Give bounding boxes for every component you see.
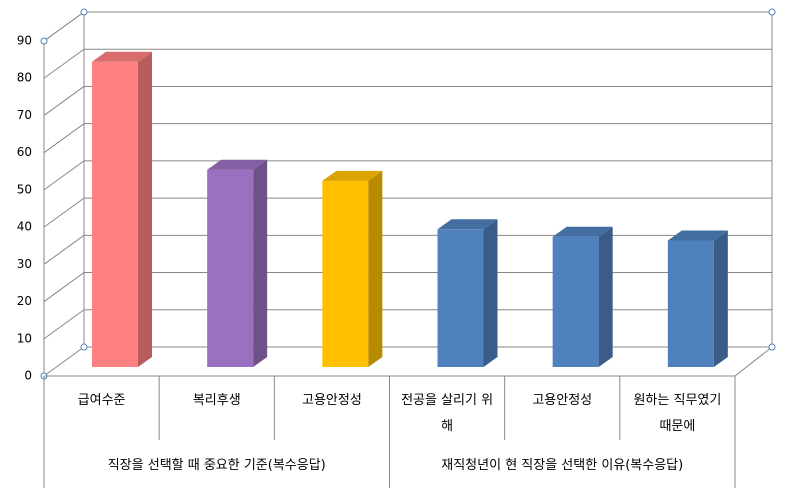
y-tick-label: 30 [17, 257, 32, 271]
group-label: 직장을 선택할 때 중요한 기준(복수응답) [107, 458, 326, 473]
bar-side [598, 226, 613, 367]
bar-side [138, 51, 152, 368]
corner-marker [80, 343, 88, 351]
y-tick-label: 50 [17, 182, 32, 196]
x-tick-label: 복리후생 [192, 393, 241, 408]
y-tick-label: 80 [17, 71, 32, 85]
corner-marker [40, 37, 48, 45]
group-label: 재직청년이 현 직장을 선택한 이유(복수응답) [441, 458, 684, 473]
bar-top [437, 219, 498, 230]
grid-line [43, 234, 85, 265]
bar-side [368, 170, 383, 367]
grid-line [43, 48, 85, 79]
bar-top [552, 226, 613, 237]
y-tick-label: 70 [17, 108, 32, 122]
bar [92, 61, 138, 368]
grid-line [43, 346, 85, 377]
bar [322, 180, 369, 367]
bar [667, 240, 714, 367]
bar-side [483, 219, 498, 367]
grid-line [43, 123, 85, 154]
bar [552, 236, 599, 367]
bar-top [207, 159, 268, 170]
x-tick-label: 원하는 직무였기 때문에 [633, 393, 722, 434]
y-tick-label: 20 [17, 294, 32, 308]
corner-marker [768, 343, 776, 351]
corner-marker [80, 8, 88, 16]
grid-line [43, 309, 85, 340]
bar-top [322, 170, 383, 181]
grid-line [43, 11, 85, 42]
corner-marker [768, 8, 776, 16]
x-tick-label: 고용안정성 [532, 393, 593, 408]
bar-side [253, 159, 268, 367]
y-tick-label: 0 [24, 369, 32, 383]
bar-side [713, 230, 728, 367]
x-tick-label: 전공을 살리기 위해 [401, 393, 494, 434]
grid-line [43, 86, 85, 116]
y-tick-label: 40 [17, 220, 32, 234]
bar-top [92, 51, 152, 62]
y-tick-label: 60 [17, 145, 32, 159]
y-tick-label: 10 [17, 331, 32, 345]
bar [207, 169, 254, 367]
x-tick-label: 급여수준 [77, 393, 126, 408]
grid-line [43, 197, 85, 228]
bar [437, 229, 484, 367]
x-tick-label: 고용안정성 [302, 393, 362, 408]
grid-line [43, 272, 85, 302]
grid-line [43, 160, 85, 191]
bar-top [667, 230, 728, 241]
y-tick-label: 90 [17, 34, 32, 48]
frame [43, 11, 773, 377]
